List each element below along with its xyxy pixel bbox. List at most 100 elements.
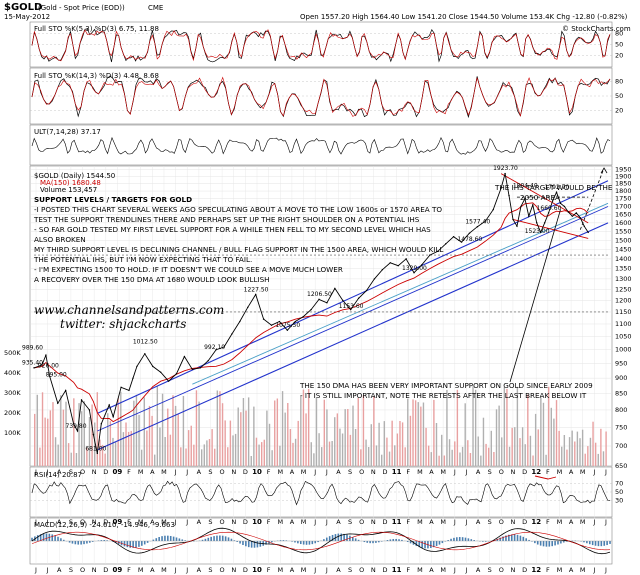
volume-bar (216, 390, 219, 466)
x-tick-macd: A (476, 566, 481, 574)
volume-bar (414, 400, 417, 466)
volume-bar (240, 412, 242, 466)
volume-bar (73, 398, 75, 466)
gold-price-point (294, 320, 296, 323)
volume-bar (130, 430, 132, 466)
gold-price-point (524, 197, 526, 200)
volume-bar (287, 403, 289, 466)
ma150-label: MA(150) 1680.48 (40, 179, 101, 187)
volume-bar (561, 446, 563, 466)
volume-bar (336, 413, 339, 466)
volume-bar (433, 399, 435, 466)
annotation-line-2: TEST THE SUPPORT TRENDLINES THERE AND PE… (33, 215, 420, 224)
x-tick-rsi: N (231, 518, 236, 526)
gold-price-point (571, 215, 574, 217)
volume-bar (545, 454, 547, 466)
volume-bar (334, 417, 336, 466)
gold-price-point (144, 353, 146, 355)
x-tick-main: A (476, 468, 481, 476)
x-tick-macd: S (488, 566, 492, 574)
x-tick-macd: O (359, 566, 364, 574)
x-tick-main: O (499, 468, 504, 476)
volume-bar (555, 400, 558, 466)
gold-price-point (536, 222, 538, 224)
x-tick-main: J (46, 468, 49, 476)
price-point-label: 1075.50 (275, 322, 300, 329)
gold-price-point (437, 250, 439, 252)
volume-bar (362, 395, 365, 466)
header-exchange: CME (148, 4, 163, 12)
volume-bar (506, 388, 508, 466)
price-tick-label: 1700 (615, 202, 632, 210)
volume-bar (589, 437, 592, 466)
x-tick-rsi: M (301, 518, 307, 526)
volume-bar (180, 447, 182, 466)
volume-bar (422, 402, 425, 466)
volume-bar (370, 424, 372, 466)
x-tick-macd: F (267, 566, 271, 574)
volume-bar (294, 438, 297, 466)
volume-bar (315, 397, 318, 466)
x-tick-macd: A (57, 566, 62, 574)
volume-bar (101, 444, 104, 466)
x-tick-macd: N (511, 566, 516, 574)
x-tick-rsi: 12 (531, 518, 541, 526)
price-point-label: 926.00 (38, 362, 59, 369)
x-tick-macd: 10 (252, 566, 262, 574)
price-point-label: 935.40 (22, 360, 43, 367)
volume-bar (347, 409, 349, 466)
x-tick-macd: F (406, 566, 410, 574)
price-point-label: 895.00 (46, 372, 67, 379)
volume-bar (300, 396, 302, 466)
volume-bar (148, 405, 151, 466)
x-tick-macd: O (80, 566, 85, 574)
volume-bar (401, 422, 404, 466)
volume-bar (88, 416, 91, 466)
x-tick-main: N (231, 468, 236, 476)
volume-bar (289, 429, 292, 466)
volume-bar (250, 456, 252, 466)
volume-bar (454, 441, 456, 466)
sto-tick-label: 20 (615, 106, 623, 114)
x-tick-main: S (69, 468, 73, 476)
x-tick-main: A (336, 468, 341, 476)
gold-price-point (421, 264, 423, 266)
volume-bar (214, 448, 216, 466)
price-tick-label: 650 (615, 462, 627, 470)
gold-price-point (381, 269, 384, 271)
gold-price-point (191, 368, 194, 371)
x-tick-rsi: S (488, 518, 492, 526)
x-tick-rsi: M (440, 518, 446, 526)
gold-price-point (528, 215, 530, 217)
price-tick-label: 1500 (615, 236, 632, 244)
gold-price-point (159, 371, 162, 373)
x-tick-rsi: O (220, 518, 225, 526)
target-line-2: 2050 AREA (520, 193, 560, 202)
x-tick-main: A (569, 468, 574, 476)
sto-tick-label: 80 (615, 78, 623, 86)
gold-price-point (231, 333, 233, 335)
volume-bar (302, 389, 305, 466)
volume-bar (260, 442, 263, 466)
x-tick-main: A (429, 468, 434, 476)
x-tick-macd: O (220, 566, 225, 574)
volume-bar (381, 454, 383, 466)
gold-price-point (349, 308, 352, 311)
gold-price-point (555, 191, 558, 193)
gold-price-point (326, 302, 328, 304)
volume-bar (464, 403, 466, 466)
volume-bar (156, 386, 159, 466)
annotation-line-0: SUPPORT LEVELS / TARGETS FOR GOLD (34, 195, 192, 204)
copyright-text: © StockCharts.com (562, 25, 631, 33)
gold-price-point (389, 262, 391, 264)
price-tick-label: 900 (615, 374, 627, 382)
dma-note-2: - IT IS STILL IMPORTANT, NOTE THE RETEST… (300, 391, 587, 400)
x-tick-main: F (127, 468, 131, 476)
gold-price-point (108, 404, 110, 406)
volume-bar (354, 429, 357, 466)
volume-bar (70, 452, 72, 466)
volume-bar (568, 437, 571, 466)
x-tick-rsi: J (185, 518, 188, 526)
x-tick-main: S (348, 468, 352, 476)
gold-price-point (262, 318, 265, 320)
